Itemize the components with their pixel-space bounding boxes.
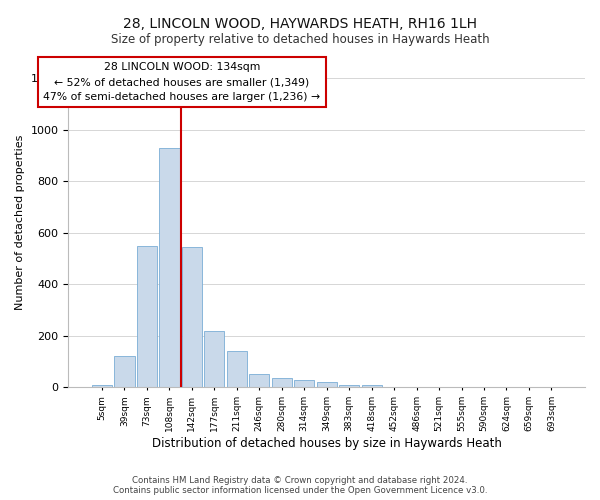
Bar — [362, 386, 382, 388]
Text: Contains HM Land Registry data © Crown copyright and database right 2024.
Contai: Contains HM Land Registry data © Crown c… — [113, 476, 487, 495]
Bar — [294, 380, 314, 388]
Y-axis label: Number of detached properties: Number of detached properties — [15, 135, 25, 310]
Bar — [182, 247, 202, 388]
Text: 28, LINCOLN WOOD, HAYWARDS HEATH, RH16 1LH: 28, LINCOLN WOOD, HAYWARDS HEATH, RH16 1… — [123, 18, 477, 32]
X-axis label: Distribution of detached houses by size in Haywards Heath: Distribution of detached houses by size … — [152, 437, 502, 450]
Bar — [137, 246, 157, 388]
Bar — [115, 356, 134, 388]
Bar — [92, 386, 112, 388]
Bar — [227, 352, 247, 388]
Bar — [317, 382, 337, 388]
Bar — [339, 386, 359, 388]
Bar — [159, 148, 179, 388]
Bar — [204, 330, 224, 388]
Text: 28 LINCOLN WOOD: 134sqm
← 52% of detached houses are smaller (1,349)
47% of semi: 28 LINCOLN WOOD: 134sqm ← 52% of detache… — [43, 62, 320, 102]
Bar — [249, 374, 269, 388]
Bar — [272, 378, 292, 388]
Text: Size of property relative to detached houses in Haywards Heath: Size of property relative to detached ho… — [110, 32, 490, 46]
